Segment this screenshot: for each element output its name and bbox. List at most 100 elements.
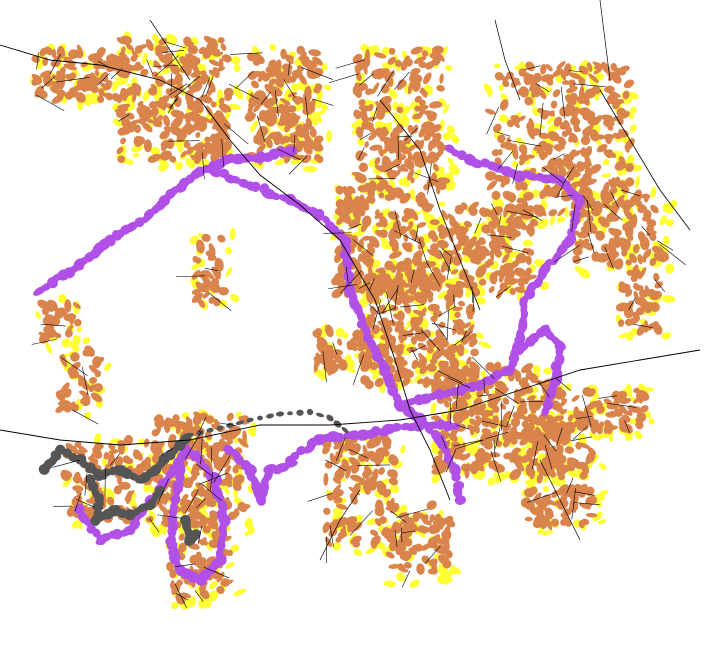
orange-halo: [560, 398, 568, 403]
orange-halo: [557, 207, 566, 217]
yellow-halo: [367, 46, 379, 51]
orange-halo: [176, 131, 188, 143]
orange-halo: [432, 163, 439, 172]
orange-halo: [525, 248, 533, 256]
orange-halo: [150, 83, 158, 90]
orange-halo: [467, 314, 474, 320]
orange-halo: [586, 215, 594, 223]
orange-halo: [578, 107, 591, 116]
orange-halo: [393, 344, 405, 352]
orange-halo: [418, 352, 426, 362]
orange-halo: [266, 97, 279, 107]
yellow-halo: [564, 206, 569, 218]
orange-halo: [91, 53, 102, 62]
yellow-halo: [446, 125, 456, 134]
yellow-halo: [321, 63, 328, 72]
orange-halo: [137, 100, 144, 107]
orange-halo: [538, 132, 550, 140]
orange-halo: [602, 181, 610, 196]
yellow-halo: [232, 87, 244, 100]
orange-halo: [421, 202, 435, 208]
yellow-halo: [224, 247, 233, 255]
orange-halo: [479, 278, 487, 286]
orange-halo: [361, 235, 371, 241]
yellow-halo: [438, 201, 446, 207]
orange-halo: [208, 69, 217, 77]
orange-halo: [621, 248, 628, 257]
orange-halo: [252, 53, 265, 65]
orange-halo: [641, 256, 647, 263]
orange-halo: [436, 336, 449, 348]
orange-halo: [458, 321, 466, 328]
orange-halo: [217, 36, 225, 44]
orange-halo: [628, 222, 634, 235]
yellow-halo: [649, 252, 656, 260]
rail-dash: [296, 409, 304, 416]
orange-halo: [607, 71, 621, 80]
orange-halo: [566, 170, 574, 177]
yellow-halo: [532, 369, 541, 378]
orange-halo: [145, 118, 155, 124]
orange-halo: [116, 146, 124, 155]
orange-halo: [397, 139, 407, 152]
orange-halo: [418, 61, 428, 69]
orange-halo: [403, 233, 409, 242]
yellow-halo: [101, 486, 112, 497]
orange-halo: [609, 215, 620, 222]
orange-halo: [519, 157, 526, 166]
orange-halo: [600, 243, 611, 253]
orange-halo: [159, 130, 170, 140]
orange-halo: [491, 149, 501, 157]
orange-halo: [386, 171, 396, 180]
orange-halo: [63, 63, 77, 71]
orange-halo: [428, 295, 434, 303]
orange-halo: [388, 335, 397, 347]
orange-halo: [396, 284, 405, 298]
yellow-halo: [112, 79, 123, 87]
orange-halo: [461, 365, 470, 375]
yellow-halo: [650, 186, 657, 198]
orange-halo: [539, 189, 547, 200]
orange-halo: [411, 233, 419, 241]
orange-halo: [386, 283, 397, 295]
orange-halo: [39, 47, 46, 57]
orange-halo: [417, 107, 426, 118]
orange-halo: [310, 141, 324, 152]
orange-halo: [378, 267, 386, 275]
yellow-halo: [449, 567, 462, 575]
orange-halo: [653, 251, 666, 262]
orange-halo: [91, 84, 99, 94]
orange-halo: [490, 206, 504, 217]
orange-halo: [413, 56, 427, 64]
yellow-halo: [401, 179, 411, 187]
orange-halo: [465, 304, 476, 318]
orange-halo: [545, 143, 553, 156]
orange-halo: [379, 229, 388, 238]
orange-halo: [343, 189, 352, 196]
orange-halo: [573, 124, 580, 131]
orange-halo: [366, 246, 376, 255]
road-segment: [71, 409, 99, 425]
orange-halo: [404, 282, 419, 289]
orange-halo: [428, 140, 434, 152]
yellow-halo: [615, 187, 623, 198]
orange-halo: [177, 111, 185, 118]
orange-halo: [369, 126, 376, 133]
orange-halo: [101, 75, 109, 82]
orange-halo: [611, 114, 625, 122]
orange-halo: [510, 77, 520, 88]
orange-halo: [568, 79, 576, 88]
yellow-halo: [442, 45, 448, 57]
orange-halo: [358, 99, 366, 107]
orange-halo: [376, 185, 384, 192]
orange-halo: [625, 211, 634, 221]
road-segment: [328, 73, 359, 84]
orange-halo: [357, 238, 364, 253]
orange-halo: [513, 447, 522, 453]
orange-halo: [226, 412, 234, 422]
orange-halo: [410, 323, 420, 332]
orange-halo: [166, 78, 179, 86]
orange-halo: [401, 376, 411, 387]
